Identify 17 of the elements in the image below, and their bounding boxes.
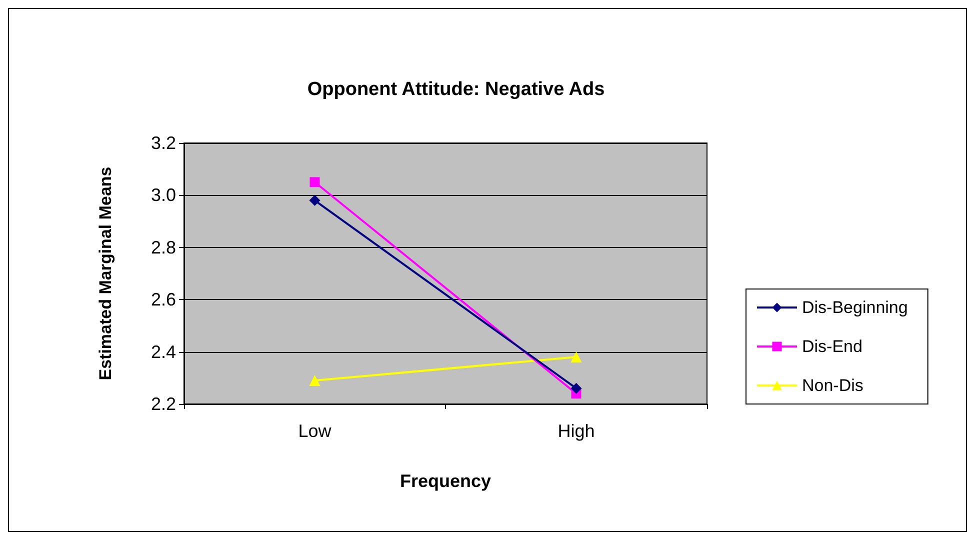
- point: [570, 382, 582, 394]
- point: [310, 177, 320, 188]
- x-axis-title: Frequency: [400, 471, 492, 491]
- y-axis-title: Estimated Marginal Means: [96, 166, 115, 380]
- x-tick-label: Low: [298, 421, 332, 441]
- legend-label: Dis-Beginning: [802, 298, 908, 317]
- y-tick-label: 2.8: [150, 237, 176, 258]
- legend-label: Non-Dis: [802, 376, 864, 395]
- y-tick-label: 3.2: [150, 133, 176, 153]
- chart-title: Opponent Attitude: Negative Ads: [307, 79, 605, 100]
- y-tick-label: 2.2: [150, 394, 176, 414]
- y-tick-label: 3.0: [150, 185, 176, 206]
- x-tick-label: High: [558, 421, 595, 441]
- y-tick-label: 2.4: [150, 342, 176, 362]
- legend-label: Dis-End: [802, 337, 862, 356]
- point: [309, 194, 320, 206]
- y-tick-label: 2.6: [150, 290, 176, 310]
